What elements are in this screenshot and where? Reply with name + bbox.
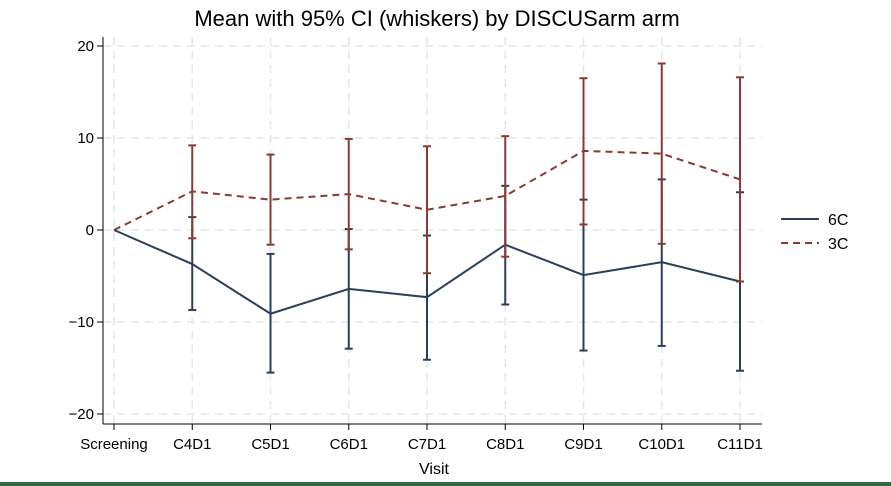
chart-title: Mean with 95% CI (whiskers) by DISCUSarm… (194, 6, 679, 31)
x-tick-label: C6D1 (330, 436, 368, 453)
x-tick-label: Screening (80, 436, 148, 453)
legend-label-6C: 6C (828, 212, 848, 229)
x-tick-label: C4D1 (173, 436, 211, 453)
series-6C (113, 178, 744, 374)
x-tick-label: C5D1 (251, 436, 289, 453)
x-tick-label: C10D1 (638, 436, 685, 453)
axes: −20 −10 0 10 20 Screening C4D1 C5D1 C6D1 C7D1 C8D1… (69, 37, 763, 453)
x-tick-label: C8D1 (486, 436, 524, 453)
y-tick-label: 10 (77, 130, 94, 147)
y-tick-label: 0 (86, 222, 94, 239)
series-3C (113, 62, 744, 283)
legend-label-3C: 3C (828, 236, 848, 253)
y-tick-label: −20 (69, 406, 94, 423)
y-tick-label: −10 (69, 314, 94, 331)
x-tick-label: C9D1 (564, 436, 602, 453)
x-axis-label: Visit (419, 461, 449, 478)
series-layer (113, 62, 744, 374)
grid (103, 37, 762, 424)
bottom-rule (0, 482, 891, 486)
y-tick-label: 20 (77, 38, 94, 55)
x-tick-label: C11D1 (717, 436, 763, 453)
x-tick-label: C7D1 (408, 436, 446, 453)
